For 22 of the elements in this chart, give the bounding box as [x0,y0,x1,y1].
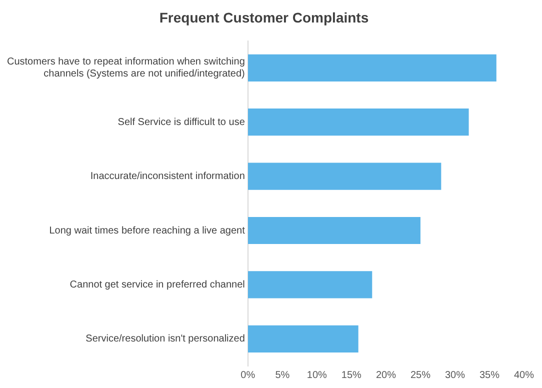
x-tick-label: 5% [275,370,290,381]
bar [248,162,442,190]
y-tick-label: Self Service is difficult to use [118,116,246,128]
bar [248,216,420,244]
chart-title: Frequent Customer Complaints [159,9,369,26]
x-tick-label: 20% [376,370,396,381]
y-tick-label: Service/resolution isn't personalized [86,334,245,345]
bar [248,108,469,136]
y-tick-label: Cannot get service in preferred channel [70,279,245,290]
y-tick-label: Customers have to repeat information when switching channels (Systems are not unified/integrated) [6,56,245,80]
bar [248,271,372,298]
y-tick-label: Inaccurate/inconsistent information [90,171,245,182]
x-tick-label: 25% [410,370,431,381]
x-tick-label: 30% [444,370,466,381]
x-tick-label: 15% [341,370,362,381]
bar [248,54,496,82]
bar [248,325,358,352]
x-tick-label: 35% [479,370,500,381]
x-tick-label: 40% [514,370,534,381]
x-tick-label: 0% [240,370,256,381]
x-tick-label: 10% [306,370,328,381]
y-tick-label: Long wait times before reaching a live agent [49,225,246,236]
